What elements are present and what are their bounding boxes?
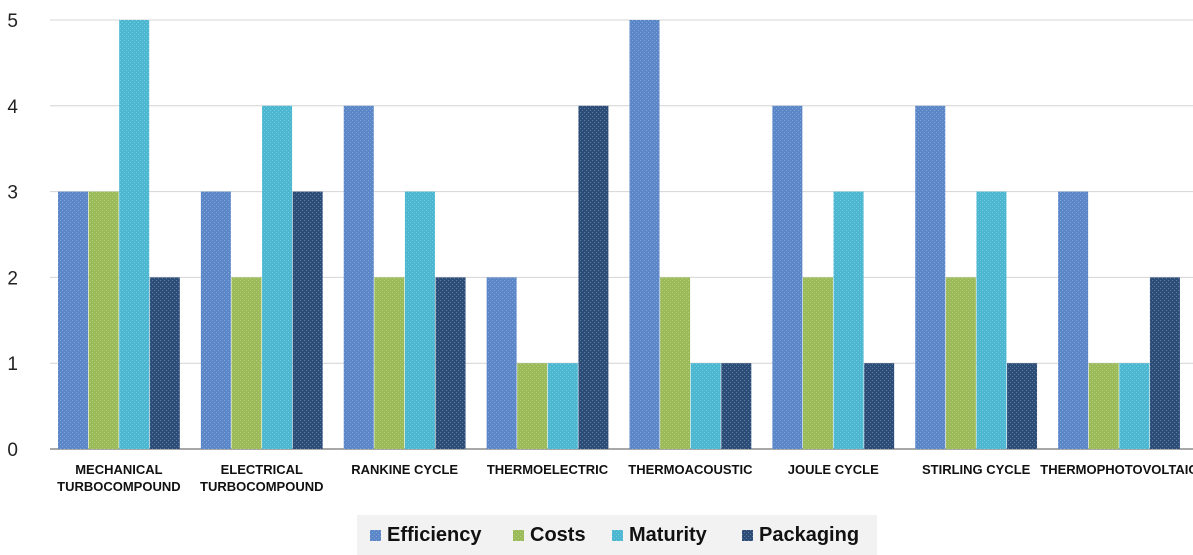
bar-costs-2 — [374, 277, 405, 449]
bar-maturity-6 — [976, 191, 1007, 449]
bar-efficiency-1 — [200, 191, 231, 449]
y-tick-label: 1 — [7, 354, 18, 375]
bar-efficiency-6 — [915, 105, 946, 450]
x-category-label: STIRLING CYCLE — [922, 462, 1031, 477]
bar-costs-0 — [88, 191, 119, 449]
bar-efficiency-7 — [1058, 191, 1089, 449]
bar-maturity-0 — [119, 20, 150, 449]
bar-packaging-6 — [1007, 363, 1038, 449]
bar-costs-4 — [660, 277, 691, 449]
bar-packaging-1 — [292, 191, 323, 449]
bar-maturity-3 — [547, 363, 578, 449]
bar-packaging-3 — [578, 105, 609, 450]
bar-maturity-5 — [833, 191, 864, 449]
bars — [58, 20, 1180, 450]
x-category-label: THERMOPHOTOVOLTAIC — [1040, 462, 1193, 477]
x-category-label: MECHANICAL TURBOCOMPOUND — [57, 462, 181, 494]
bar-maturity-7 — [1119, 363, 1150, 449]
legend-swatch-maturity — [612, 530, 623, 541]
y-tick-label: 4 — [7, 97, 18, 118]
legend-swatch-costs — [513, 530, 524, 541]
y-tick-label: 5 — [7, 11, 18, 32]
legend-swatch-efficiency — [370, 530, 381, 541]
bar-maturity-2 — [404, 191, 435, 449]
x-category-label: ELECTRICAL TURBOCOMPOUND — [200, 462, 324, 494]
x-category-label: RANKINE CYCLE — [351, 462, 458, 477]
y-tick-label: 3 — [7, 183, 18, 204]
legend-label-packaging: Packaging — [759, 524, 859, 546]
x-axis: MECHANICAL TURBOCOMPOUND ELECTRICAL TURBOCO… — [57, 462, 1193, 494]
bar-costs-5 — [802, 277, 833, 449]
x-category-label: THERMOACOUSTIC — [628, 462, 753, 477]
y-tick-label: 2 — [7, 268, 18, 289]
bar-packaging-5 — [864, 363, 895, 449]
bar-costs-6 — [945, 277, 976, 449]
y-tick-label: 0 — [7, 440, 18, 461]
legend-label-efficiency: Efficiency — [387, 524, 482, 546]
bar-efficiency-0 — [58, 191, 88, 449]
bar-efficiency-3 — [486, 277, 517, 449]
legend: Efficiency Costs Maturity Packaging — [357, 515, 877, 555]
bar-efficiency-4 — [629, 20, 660, 449]
y-axis: 0 1 2 3 4 5 — [7, 11, 18, 461]
bar-packaging-0 — [149, 277, 180, 449]
bar-efficiency-5 — [772, 105, 803, 450]
bar-costs-7 — [1088, 363, 1119, 449]
x-category-label: JOULE CYCLE — [788, 462, 879, 477]
bar-packaging-2 — [435, 277, 466, 449]
legend-swatch-packaging — [742, 530, 753, 541]
legend-label-costs: Costs — [530, 524, 586, 546]
legend-label-maturity: Maturity — [629, 524, 708, 546]
x-category-label: THERMOELECTRIC — [487, 462, 609, 477]
bar-maturity-4 — [690, 363, 721, 449]
bar-packaging-4 — [721, 363, 752, 449]
bar-efficiency-2 — [343, 105, 374, 450]
bar-costs-3 — [517, 363, 548, 449]
bar-maturity-1 — [262, 105, 293, 450]
bar-costs-1 — [231, 277, 262, 449]
bar-packaging-7 — [1149, 277, 1180, 449]
